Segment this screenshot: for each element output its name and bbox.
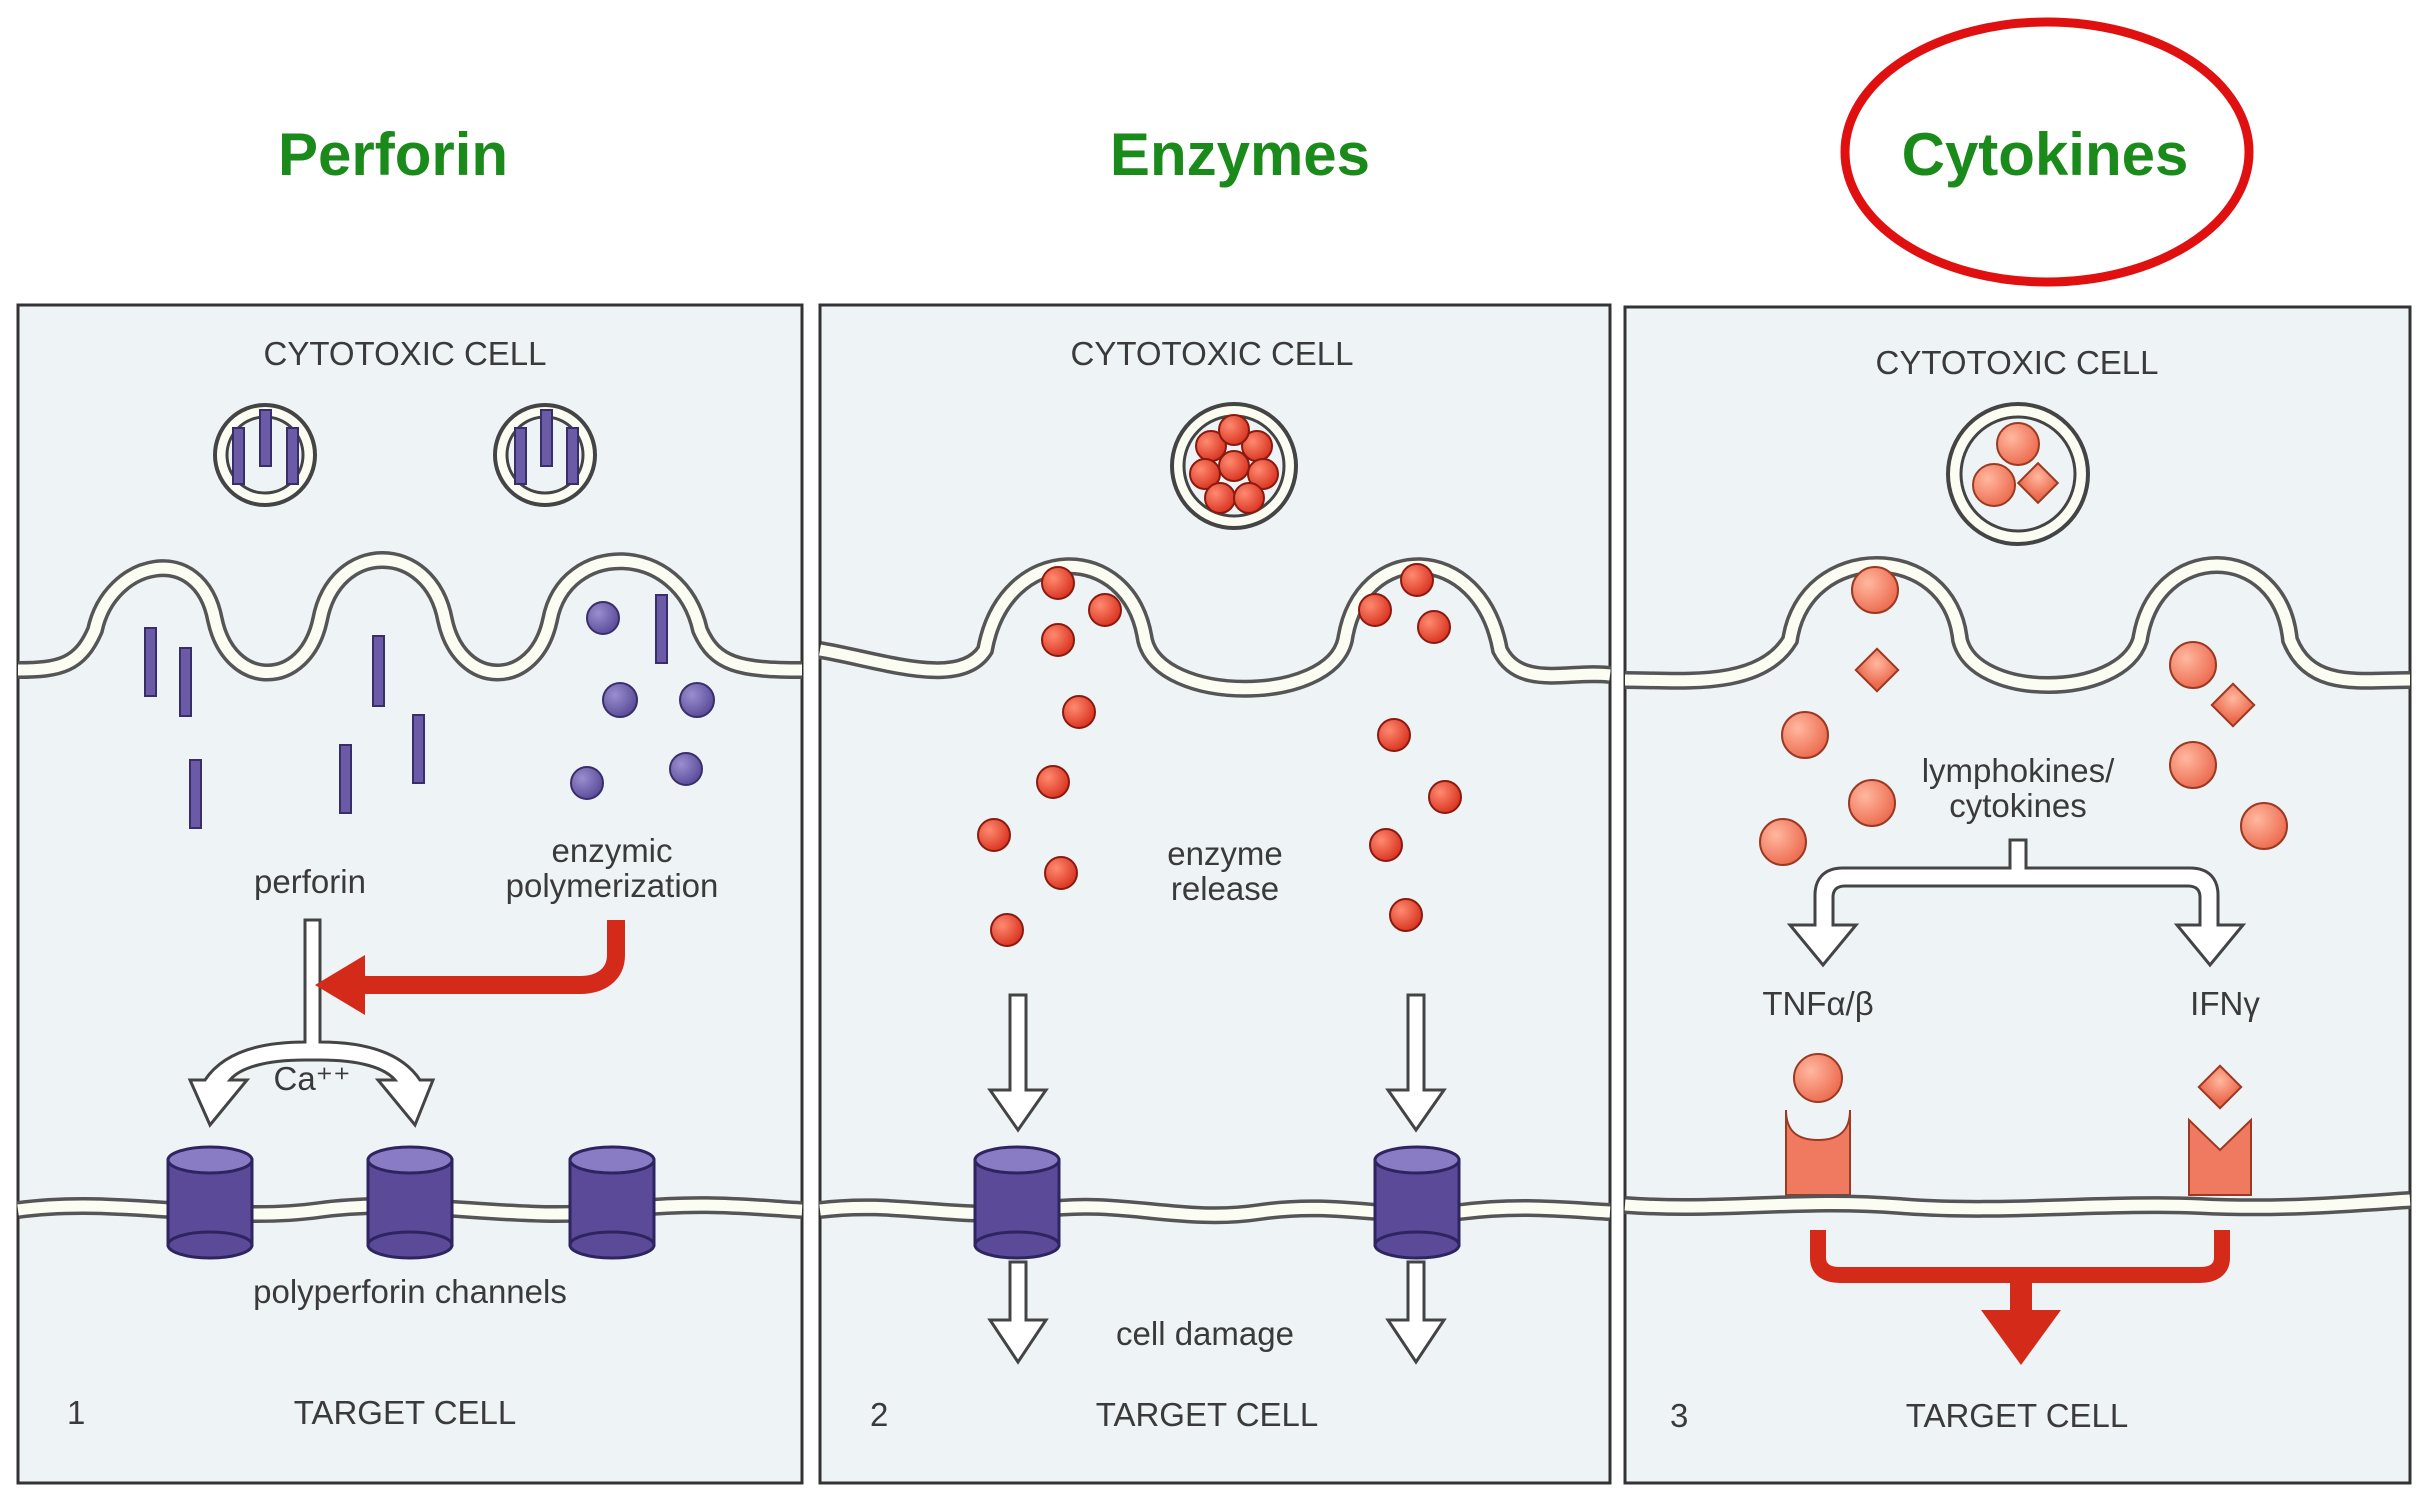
target-cell-label: TARGET CELL: [1906, 1397, 2129, 1434]
channels-label: polyperforin channels: [253, 1273, 567, 1310]
enzyme-balls: [570, 601, 715, 800]
cytokine-vesicle: [1946, 402, 2090, 546]
polyperforin-channel: [366, 1145, 454, 1260]
cytotoxic-cell-label: CYTOTOXIC CELL: [1070, 335, 1353, 372]
damage-arrow: [987, 1260, 1049, 1365]
cytokines-label: cytokines: [1949, 787, 2087, 824]
target-cell-label: TARGET CELL: [1096, 1396, 1319, 1433]
polymerization-arrowhead: [315, 955, 365, 1015]
damage-arrow: [1385, 1260, 1447, 1365]
perforin-vesicle: [493, 403, 597, 507]
panel-number: 2: [870, 1396, 888, 1433]
cytotoxic-cell-label: CYTOTOXIC CELL: [263, 335, 546, 372]
lymphokines-label: lymphokines/: [1922, 752, 2115, 789]
panel-enzymes: CYTOTOXIC CELL: [818, 303, 1612, 1485]
perforin-vesicle: [213, 403, 317, 507]
panel-number: 3: [1670, 1397, 1688, 1434]
heading-cytokines: Cytokines: [1902, 121, 2189, 188]
cell-damage-label: cell damage: [1116, 1315, 1294, 1352]
polyperforin-channel: [166, 1145, 254, 1260]
cytokine-branch-arrow: [1786, 838, 2247, 968]
panel-frame: [16, 303, 804, 1485]
heading-enzymes: Enzymes: [1110, 121, 1370, 188]
perforin-label: perforin: [254, 863, 366, 900]
panel-perforin: CYTOTOXIC CELL: [16, 303, 804, 1485]
perforin-monomers: [144, 594, 668, 829]
release-label: release: [1171, 870, 1279, 907]
perforin-branch-arrow: [187, 918, 436, 1128]
released-cytokines: [1759, 566, 2288, 866]
panel-number: 1: [67, 1394, 85, 1431]
released-enzymes: [977, 563, 1462, 947]
cytotoxic-cell-label: CYTOTOXIC CELL: [1875, 344, 2158, 381]
enzyme-label: enzyme: [1167, 835, 1283, 872]
polyperforin-channel: [568, 1145, 656, 1260]
tnf-receptor: [1785, 1053, 1851, 1196]
signal-merge-arrowhead: [1981, 1310, 2061, 1365]
panel-cytokines: CYTOTOXIC CELL lymphokines/ cytokines: [1623, 305, 2412, 1485]
target-cell-label: TARGET CELL: [294, 1394, 517, 1431]
enzyme-flow-arrow: [1385, 993, 1447, 1133]
enzyme-vesicle: [1170, 402, 1298, 530]
highlight-circle: [1840, 17, 2254, 287]
heading-perforin: Perforin: [278, 121, 508, 188]
membrane-channel: [1373, 1145, 1461, 1260]
membrane-channel: [973, 1145, 1061, 1260]
enzymic-label: enzymic: [551, 832, 672, 869]
ifn-label: IFNγ: [2190, 985, 2260, 1022]
polymerization-arrow: [360, 920, 625, 994]
enzyme-flow-arrow: [987, 993, 1049, 1133]
calcium-label: Ca⁺⁺: [273, 1060, 350, 1097]
polymerization-label: polymerization: [506, 867, 719, 904]
ifn-receptor: [2188, 1064, 2252, 1196]
tnf-label: TNFα/β: [1762, 985, 1873, 1022]
